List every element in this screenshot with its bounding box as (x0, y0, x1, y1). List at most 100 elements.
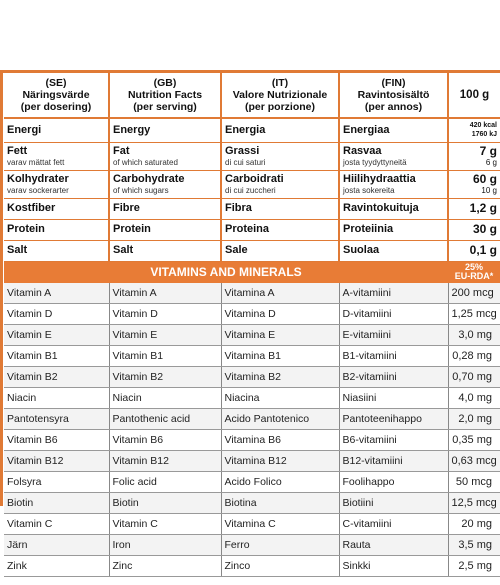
vitamin-se: Järn (4, 534, 110, 556)
nutrition-value: 420 kcal 1760 kJ (448, 118, 500, 143)
vitamin-value: 0,28 mg (448, 345, 500, 367)
nutrition-gb-label: Fat (113, 144, 130, 157)
header-se-title: Näringsvärde (22, 89, 90, 101)
vitamin-value: 0,35 mg (448, 429, 500, 451)
nutrition-table: (SE) Näringsvärde (per dosering) (GB) Nu… (4, 73, 500, 577)
vitamin-se: Vitamin D (4, 303, 110, 325)
nutrition-it-sublabel: di cui saturi (225, 157, 266, 167)
nutrition-it: Carboidrati di cui zuccheri (221, 170, 340, 199)
nutrition-gb: Salt (109, 240, 222, 262)
vitamin-se: Folsyra (4, 471, 110, 493)
vitamin-value: 2,0 mg (448, 408, 500, 430)
nutrition-row: Kostfiber Fibre Fibra Ravintokuituja 1,2 g (4, 198, 500, 220)
nutrition-se-label: Kolhydrater (7, 172, 69, 185)
header-fin: (FIN) Ravintosisältö (per annos) (339, 73, 449, 119)
vitamin-it: Biotina (221, 492, 340, 514)
nutrition-it-label: Proteina (225, 223, 270, 235)
vitamin-it: Niacina (221, 387, 340, 409)
vitamin-it: Vitamina B1 (221, 345, 340, 367)
vitamin-gb: Pantothenic acid (109, 408, 222, 430)
nutrition-se-sublabel: varav mättat fett (7, 157, 65, 167)
vitamin-value: 20 mg (448, 513, 500, 535)
vitamins-band: VITAMINS AND MINERALS 25% EU-RDA* (4, 261, 500, 283)
vitamin-row: Vitamin B6 Vitamin B6 Vitamina B6 B6-vitami… (4, 429, 500, 451)
vitamin-fin: D-vitamiini (339, 303, 449, 325)
nutrition-it: Grassi di cui saturi (221, 142, 340, 171)
nutrition-se-label: Protein (7, 223, 45, 235)
nutrition-row: Kolhydrater varav sockerarter Carbohydrate… (4, 170, 500, 199)
nutrition-fin-label: Energiaa (343, 123, 390, 136)
vitamin-it: Vitamina B12 (221, 450, 340, 472)
vitamin-it: Ferro (221, 534, 340, 556)
nutrition-gb: Protein (109, 219, 222, 241)
nutrition-se: Kostfiber (4, 198, 110, 220)
vitamin-it: Vitamina B6 (221, 429, 340, 451)
header-it-title: Valore Nutrizionale (232, 89, 328, 101)
vitamin-it: Acido Folico (221, 471, 340, 493)
vitamin-gb: Vitamin B1 (109, 345, 222, 367)
vitamin-se: Pantotensyra (4, 408, 110, 430)
vitamin-row: Pantotensyra Pantothenic acid Acido Pantot… (4, 408, 500, 430)
nutrition-it-label: Sale (225, 244, 248, 256)
nutrition-value-main: 420 kcal (469, 122, 497, 130)
header-gb: (GB) Nutrition Facts (per serving) (109, 73, 222, 119)
vitamin-gb: Vitamin B2 (109, 366, 222, 388)
header-gb-code: (GB) (153, 77, 177, 89)
nutrition-value: 60 g 10 g (448, 170, 500, 199)
nutrition-gb: Fat of which saturated (109, 142, 222, 171)
nutrition-row: Energi Energy Energia Energiaa 420 kcal 1760 … (4, 118, 500, 143)
nutrition-fin: Suolaa (339, 240, 449, 262)
vitamin-gb: Vitamin D (109, 303, 222, 325)
nutrition-se: Salt (4, 240, 110, 262)
vitamin-fin: Niasiini (339, 387, 449, 409)
vitamin-se: Vitamin B12 (4, 450, 110, 472)
vitamin-gb: Vitamin E (109, 324, 222, 346)
nutrition-value: 30 g (448, 219, 500, 241)
header-it-basis: (per porzione) (245, 101, 315, 113)
vitamin-it: Vitamina B2 (221, 366, 340, 388)
nutrition-value: 0,1 g (448, 240, 500, 262)
nutrition-fin-sublabel: josta sokereita (343, 185, 395, 195)
vitamin-row: Biotin Biotin Biotina Biotiini 12,5 mcg (4, 492, 500, 514)
header-fin-title: Ravintosisältö (357, 89, 430, 101)
nutrition-fin-label: Suolaa (343, 244, 380, 256)
nutrition-it-sublabel: di cui zuccheri (225, 185, 276, 195)
table-header-row: (SE) Näringsvärde (per dosering) (GB) Nu… (4, 73, 500, 119)
nutrition-gb-sublabel: of which sugars (113, 185, 169, 195)
vitamin-row: Vitamin B2 Vitamin B2 Vitamina B2 B2-vitami… (4, 366, 500, 388)
vitamin-se: Vitamin E (4, 324, 110, 346)
nutrition-fin-label: Hiilihydraattia (343, 172, 416, 185)
nutrition-se-label: Salt (7, 244, 28, 256)
header-gb-basis: (per serving) (133, 101, 197, 113)
nutrition-it-label: Energia (225, 123, 266, 136)
vitamin-it: Vitamina D (221, 303, 340, 325)
nutrition-it-label: Grassi (225, 144, 260, 157)
vitamin-row: Niacin Niacin Niacina Niasiini 4,0 mg (4, 387, 500, 409)
nutrition-it-label: Fibra (225, 202, 252, 214)
vitamin-it: Zinco (221, 555, 340, 577)
vitamin-value: 0,63 mcg (448, 450, 500, 472)
vitamin-row: Folsyra Folic acid Acido Folico Foolihappo 5… (4, 471, 500, 493)
nutrition-gb-label: Salt (113, 244, 134, 256)
nutrition-value-main: 0,1 g (469, 243, 497, 257)
vitamin-fin: B6-vitamiini (339, 429, 449, 451)
nutrition-se: Protein (4, 219, 110, 241)
vitamin-value: 1,25 mcg (448, 303, 500, 325)
nutrition-fin-sublabel: josta tyydyttyneitä (343, 157, 407, 167)
nutrition-fin: Hiilihydraattia josta sokereita (339, 170, 449, 199)
vitamin-row: Vitamin B1 Vitamin B1 Vitamina B1 B1-vitami… (4, 345, 500, 367)
vitamin-fin: E-vitamiini (339, 324, 449, 346)
vitamin-gb: Niacin (109, 387, 222, 409)
rda-label: 25% EU-RDA* (448, 261, 500, 283)
nutrition-gb-label: Protein (113, 223, 151, 235)
vitamin-gb: Zinc (109, 555, 222, 577)
nutrition-gb-sublabel: of which saturated (113, 157, 178, 167)
vitamin-gb: Vitamin A (109, 282, 222, 304)
vitamin-row: Vitamin A Vitamin A Vitamina A A-vitamiini 2… (4, 282, 500, 304)
nutrition-row: Protein Protein Proteina Proteiinia 30 g (4, 219, 500, 241)
nutrition-gb: Fibre (109, 198, 222, 220)
vitamin-se: Vitamin B2 (4, 366, 110, 388)
vitamin-it: Vitamina E (221, 324, 340, 346)
vitamin-fin: Rauta (339, 534, 449, 556)
vitamin-gb: Vitamin C (109, 513, 222, 535)
